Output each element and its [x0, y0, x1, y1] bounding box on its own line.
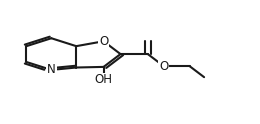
Text: O: O — [99, 35, 108, 48]
Text: OH: OH — [95, 73, 113, 86]
Text: N: N — [47, 63, 56, 76]
Text: O: O — [159, 60, 168, 73]
